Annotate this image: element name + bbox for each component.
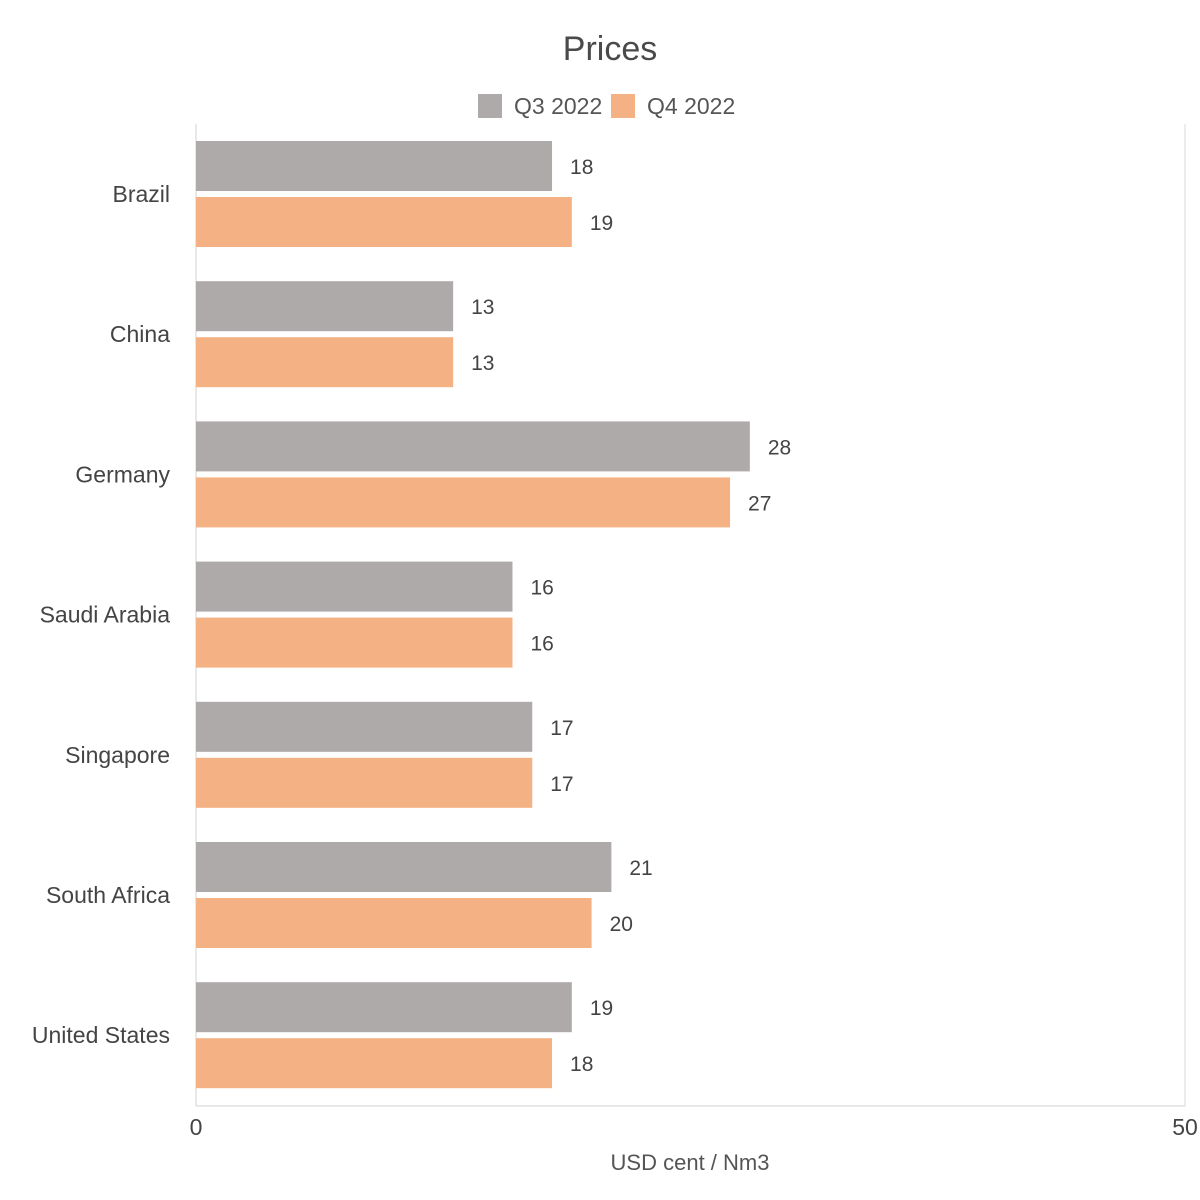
x-tick-label-max: 50 xyxy=(1172,1114,1198,1140)
value-label-saudi-arabia-q3-2022: 16 xyxy=(530,577,553,600)
value-label-singapore-q3-2022: 17 xyxy=(550,717,573,740)
legend-swatch-q3-2022 xyxy=(478,94,502,118)
legend-label-q3-2022: Q3 2022 xyxy=(514,93,602,119)
value-label-united-states-q3-2022: 19 xyxy=(590,997,613,1020)
category-label-singapore: Singapore xyxy=(65,742,170,768)
value-label-germany-q4-2022: 27 xyxy=(748,492,771,515)
bar-china-q3-2022 xyxy=(196,281,454,332)
legend-label-q4-2022: Q4 2022 xyxy=(647,93,735,119)
bar-brazil-q3-2022 xyxy=(196,141,553,191)
x-axis-title: USD cent / Nm3 xyxy=(611,1150,770,1175)
legend-swatch-q4-2022 xyxy=(611,94,635,118)
legend: Q3 2022 Q4 2022 xyxy=(478,93,735,119)
value-label-south-africa-q4-2022: 20 xyxy=(610,913,633,936)
bar-singapore-q4-2022 xyxy=(196,757,533,808)
category-label-germany: Germany xyxy=(75,461,170,487)
value-label-singapore-q4-2022: 17 xyxy=(550,773,573,796)
bar-south-africa-q3-2022 xyxy=(196,842,612,892)
bar-germany-q3-2022 xyxy=(196,421,750,472)
bars-group xyxy=(196,141,750,1089)
bar-china-q4-2022 xyxy=(196,337,454,388)
value-label-germany-q3-2022: 28 xyxy=(768,436,791,459)
bar-saudi-arabia-q4-2022 xyxy=(196,617,513,668)
value-label-south-africa-q3-2022: 21 xyxy=(629,857,652,880)
value-label-brazil-q4-2022: 19 xyxy=(590,212,613,235)
value-label-china-q4-2022: 13 xyxy=(471,352,494,375)
x-tick-label-min: 0 xyxy=(190,1114,203,1140)
bar-brazil-q4-2022 xyxy=(196,197,572,247)
chart-title: Prices xyxy=(563,30,657,68)
value-label-saudi-arabia-q4-2022: 16 xyxy=(530,633,553,656)
bar-united-states-q3-2022 xyxy=(196,982,572,1033)
bar-singapore-q3-2022 xyxy=(196,701,533,752)
bar-saudi-arabia-q3-2022 xyxy=(196,561,513,612)
category-label-brazil: Brazil xyxy=(112,181,170,207)
bar-germany-q4-2022 xyxy=(196,477,731,528)
value-label-china-q3-2022: 13 xyxy=(471,296,494,319)
category-labels: Brazil China Germany Saudi Arabia Singapore S… xyxy=(32,181,171,1048)
category-label-united-states: United States xyxy=(32,1022,170,1048)
value-label-brazil-q3-2022: 18 xyxy=(570,156,593,179)
category-label-china: China xyxy=(110,321,170,347)
category-label-saudi-arabia: Saudi Arabia xyxy=(40,602,171,628)
bar-united-states-q4-2022 xyxy=(196,1038,553,1089)
value-labels: 18 19 13 13 28 27 16 16 17 17 21 20 19 18 xyxy=(471,156,791,1076)
category-label-south-africa: South Africa xyxy=(46,882,170,908)
value-label-united-states-q4-2022: 18 xyxy=(570,1053,593,1076)
bar-south-africa-q4-2022 xyxy=(196,898,592,948)
